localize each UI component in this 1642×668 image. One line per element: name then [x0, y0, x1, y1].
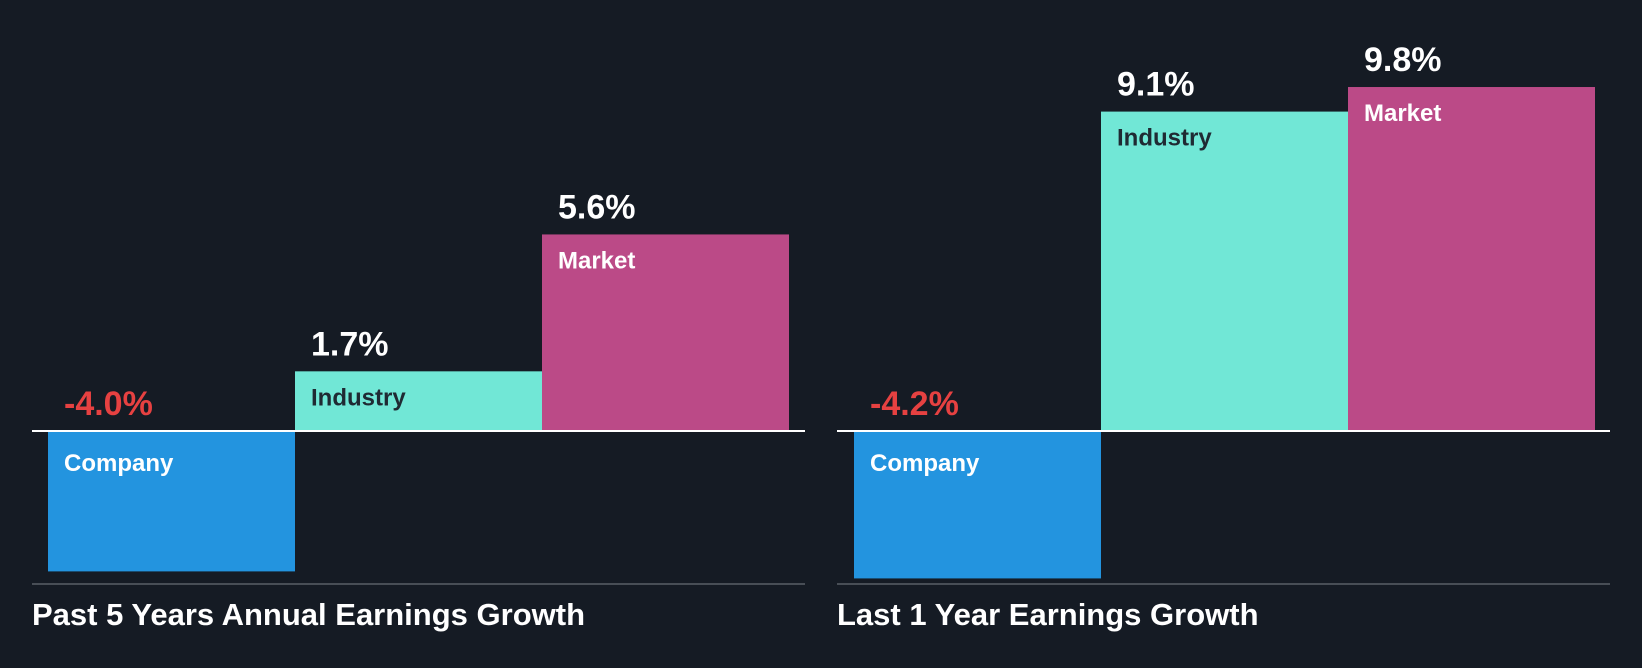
- bar-label-industry: Industry: [1117, 125, 1212, 152]
- bar-industry: [295, 371, 542, 431]
- value-label-company: -4.2%: [870, 385, 959, 423]
- bar-market: [1348, 87, 1595, 432]
- value-label-market: 5.6%: [558, 188, 636, 226]
- value-label-industry: 1.7%: [311, 325, 389, 363]
- chart-title: Last 1 Year Earnings Growth: [837, 597, 1259, 632]
- value-label-market: 9.8%: [1364, 41, 1442, 79]
- bar-company: [854, 431, 1101, 579]
- chart-panel-1: Company -4.0% Industry 1.7% Market 5.6% Past 5…: [32, 188, 805, 632]
- bar-label-market: Market: [558, 247, 635, 274]
- bar-label-market: Market: [1364, 100, 1441, 127]
- bar-label-company: Company: [870, 450, 980, 477]
- bar-industry: [1101, 111, 1348, 431]
- bar-company: [48, 431, 295, 572]
- value-label-industry: 9.1%: [1117, 66, 1195, 104]
- bar-market: [542, 234, 789, 431]
- chart-title: Past 5 Years Annual Earnings Growth: [32, 597, 585, 632]
- value-label-company: -4.0%: [64, 385, 153, 423]
- bar-label-industry: Industry: [311, 384, 406, 411]
- bar-label-company: Company: [64, 450, 174, 477]
- chart-panel-2: Company -4.2% Industry 9.1% Market 9.8% Last 1…: [837, 41, 1610, 632]
